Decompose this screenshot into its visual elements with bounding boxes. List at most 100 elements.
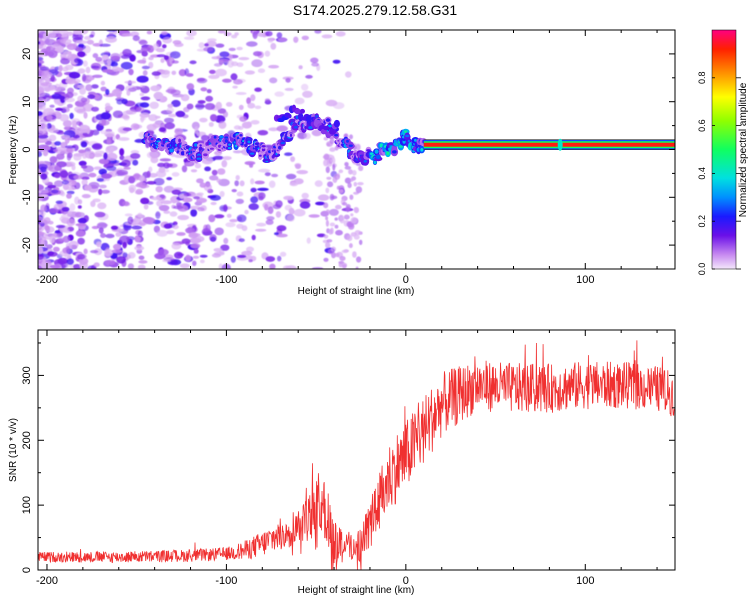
spectrogram-cell	[129, 54, 136, 62]
spectrogram-cell	[110, 225, 119, 230]
spectrogram-cell	[251, 234, 256, 241]
spectrogram-ylabel: Frequency (Hz)	[8, 116, 19, 185]
spectrogram-cell	[241, 121, 252, 129]
spectrogram-cell	[168, 113, 177, 118]
spectrogram-cell	[325, 99, 338, 107]
spectrogram-cell	[265, 219, 274, 225]
spectrogram-cell	[150, 196, 162, 201]
spectrogram-cell	[215, 68, 227, 77]
spectrogram-cell	[158, 204, 170, 212]
spectrogram-cell	[122, 48, 132, 57]
spectrogram-cell	[69, 112, 74, 120]
spectrogram-cell	[137, 264, 146, 269]
spectrogram-cell	[170, 89, 181, 96]
stable-band-core	[423, 142, 675, 147]
spectrogram-cell	[61, 264, 66, 268]
spectrogram-cell	[204, 43, 209, 47]
spectrogram-cell	[146, 201, 154, 205]
spectrogram-cell	[66, 91, 74, 99]
spectrogram-cell	[100, 80, 106, 86]
spectrogram-ridge	[141, 104, 675, 166]
spectrogram-cell	[150, 156, 159, 164]
spectrogram-cell	[239, 134, 243, 137]
spectrogram-cell	[42, 149, 49, 157]
spectrogram-cell	[205, 95, 214, 102]
spectrogram-cell	[80, 97, 88, 103]
spectrogram-cell	[62, 235, 70, 243]
spectrogram-cell	[407, 139, 410, 143]
spectrogram-cell	[38, 192, 43, 201]
spectrogram-cell	[276, 233, 288, 238]
spectrogram-cell	[116, 255, 127, 264]
spectrogram-cell	[346, 235, 353, 242]
spectrogram-cell	[175, 110, 186, 118]
spectrogram-cell	[194, 143, 198, 147]
spectrogram-cell	[341, 249, 349, 254]
spectrogram-cell	[66, 193, 72, 199]
spectrogram-cell	[116, 169, 128, 176]
spectrogram-cell	[127, 263, 134, 269]
spectrogram-cell	[38, 237, 41, 246]
spectrogram-cell	[135, 106, 145, 113]
spectrogram-cell	[213, 63, 222, 67]
x-tick-label: 0	[403, 274, 409, 286]
spectrogram-cell	[349, 134, 353, 140]
spectrogram-cell	[386, 151, 390, 156]
spectrogram-cell	[225, 102, 233, 107]
spectrogram-cell	[89, 153, 95, 158]
spectrogram-cell	[47, 184, 57, 189]
spectrogram-cell	[81, 176, 90, 180]
spectrogram-cell	[61, 206, 70, 212]
spectrogram-cell	[94, 211, 106, 218]
spectrogram-cell	[334, 253, 340, 257]
spectrogram-cell	[49, 156, 58, 164]
spectrogram-cell	[276, 225, 287, 232]
spectrogram-cell	[55, 149, 67, 155]
spectrogram-cell	[75, 230, 86, 237]
spectrogram-cell	[92, 74, 103, 79]
spectrogram-cell	[232, 85, 238, 89]
spectrogram-cell	[50, 74, 55, 82]
spectrogram-cell	[68, 71, 81, 79]
spectrogram-cell	[204, 166, 212, 172]
spectrogram-cell	[301, 192, 309, 199]
spectrogram-cell	[140, 96, 151, 101]
spectrogram-cell	[352, 251, 357, 258]
spectrogram-cell	[107, 58, 112, 66]
spectrogram-cell	[219, 190, 225, 198]
spectrogram-cell	[56, 161, 67, 168]
spectrogram-cell	[241, 250, 253, 256]
spectrogram-cell	[38, 235, 44, 239]
spectrogram-cell	[142, 70, 148, 76]
spectrogram-cell	[353, 181, 358, 187]
spectrogram-cell	[327, 181, 334, 188]
spectrogram-cell	[163, 223, 172, 229]
spectrogram-cell	[113, 243, 122, 250]
spectrogram-cell	[153, 177, 165, 186]
spectrogram-cell	[166, 177, 173, 181]
spectrogram-cell	[91, 143, 103, 150]
spectrogram-cell	[189, 60, 197, 65]
spectrogram-cell	[254, 87, 262, 92]
colorbar-tick-label: 0.2	[697, 215, 707, 228]
spectrogram-cell	[40, 81, 53, 86]
spectrogram-cell	[231, 189, 237, 193]
spectrogram-cell	[96, 222, 108, 229]
spectrogram-cell	[204, 103, 216, 110]
spectrogram-cell	[99, 43, 111, 47]
spectrogram-cell	[352, 170, 357, 176]
spectrogram-cell	[334, 173, 341, 180]
spectrogram-cell	[341, 264, 347, 269]
spectrogram-cell	[196, 178, 204, 184]
spectrogram-cell	[130, 153, 141, 159]
spectrogram-cell	[164, 122, 175, 130]
spectrogram-cell	[146, 170, 151, 178]
spectrogram-cell	[323, 257, 329, 262]
spectrogram-cell	[62, 120, 72, 128]
spectrogram-cell	[132, 159, 139, 166]
spectrogram-cell	[137, 222, 148, 226]
spectrogram-cell	[211, 253, 221, 258]
spectrogram-cell	[92, 198, 101, 203]
spectrogram-cell	[294, 97, 305, 105]
spectrogram-cell	[274, 232, 279, 236]
